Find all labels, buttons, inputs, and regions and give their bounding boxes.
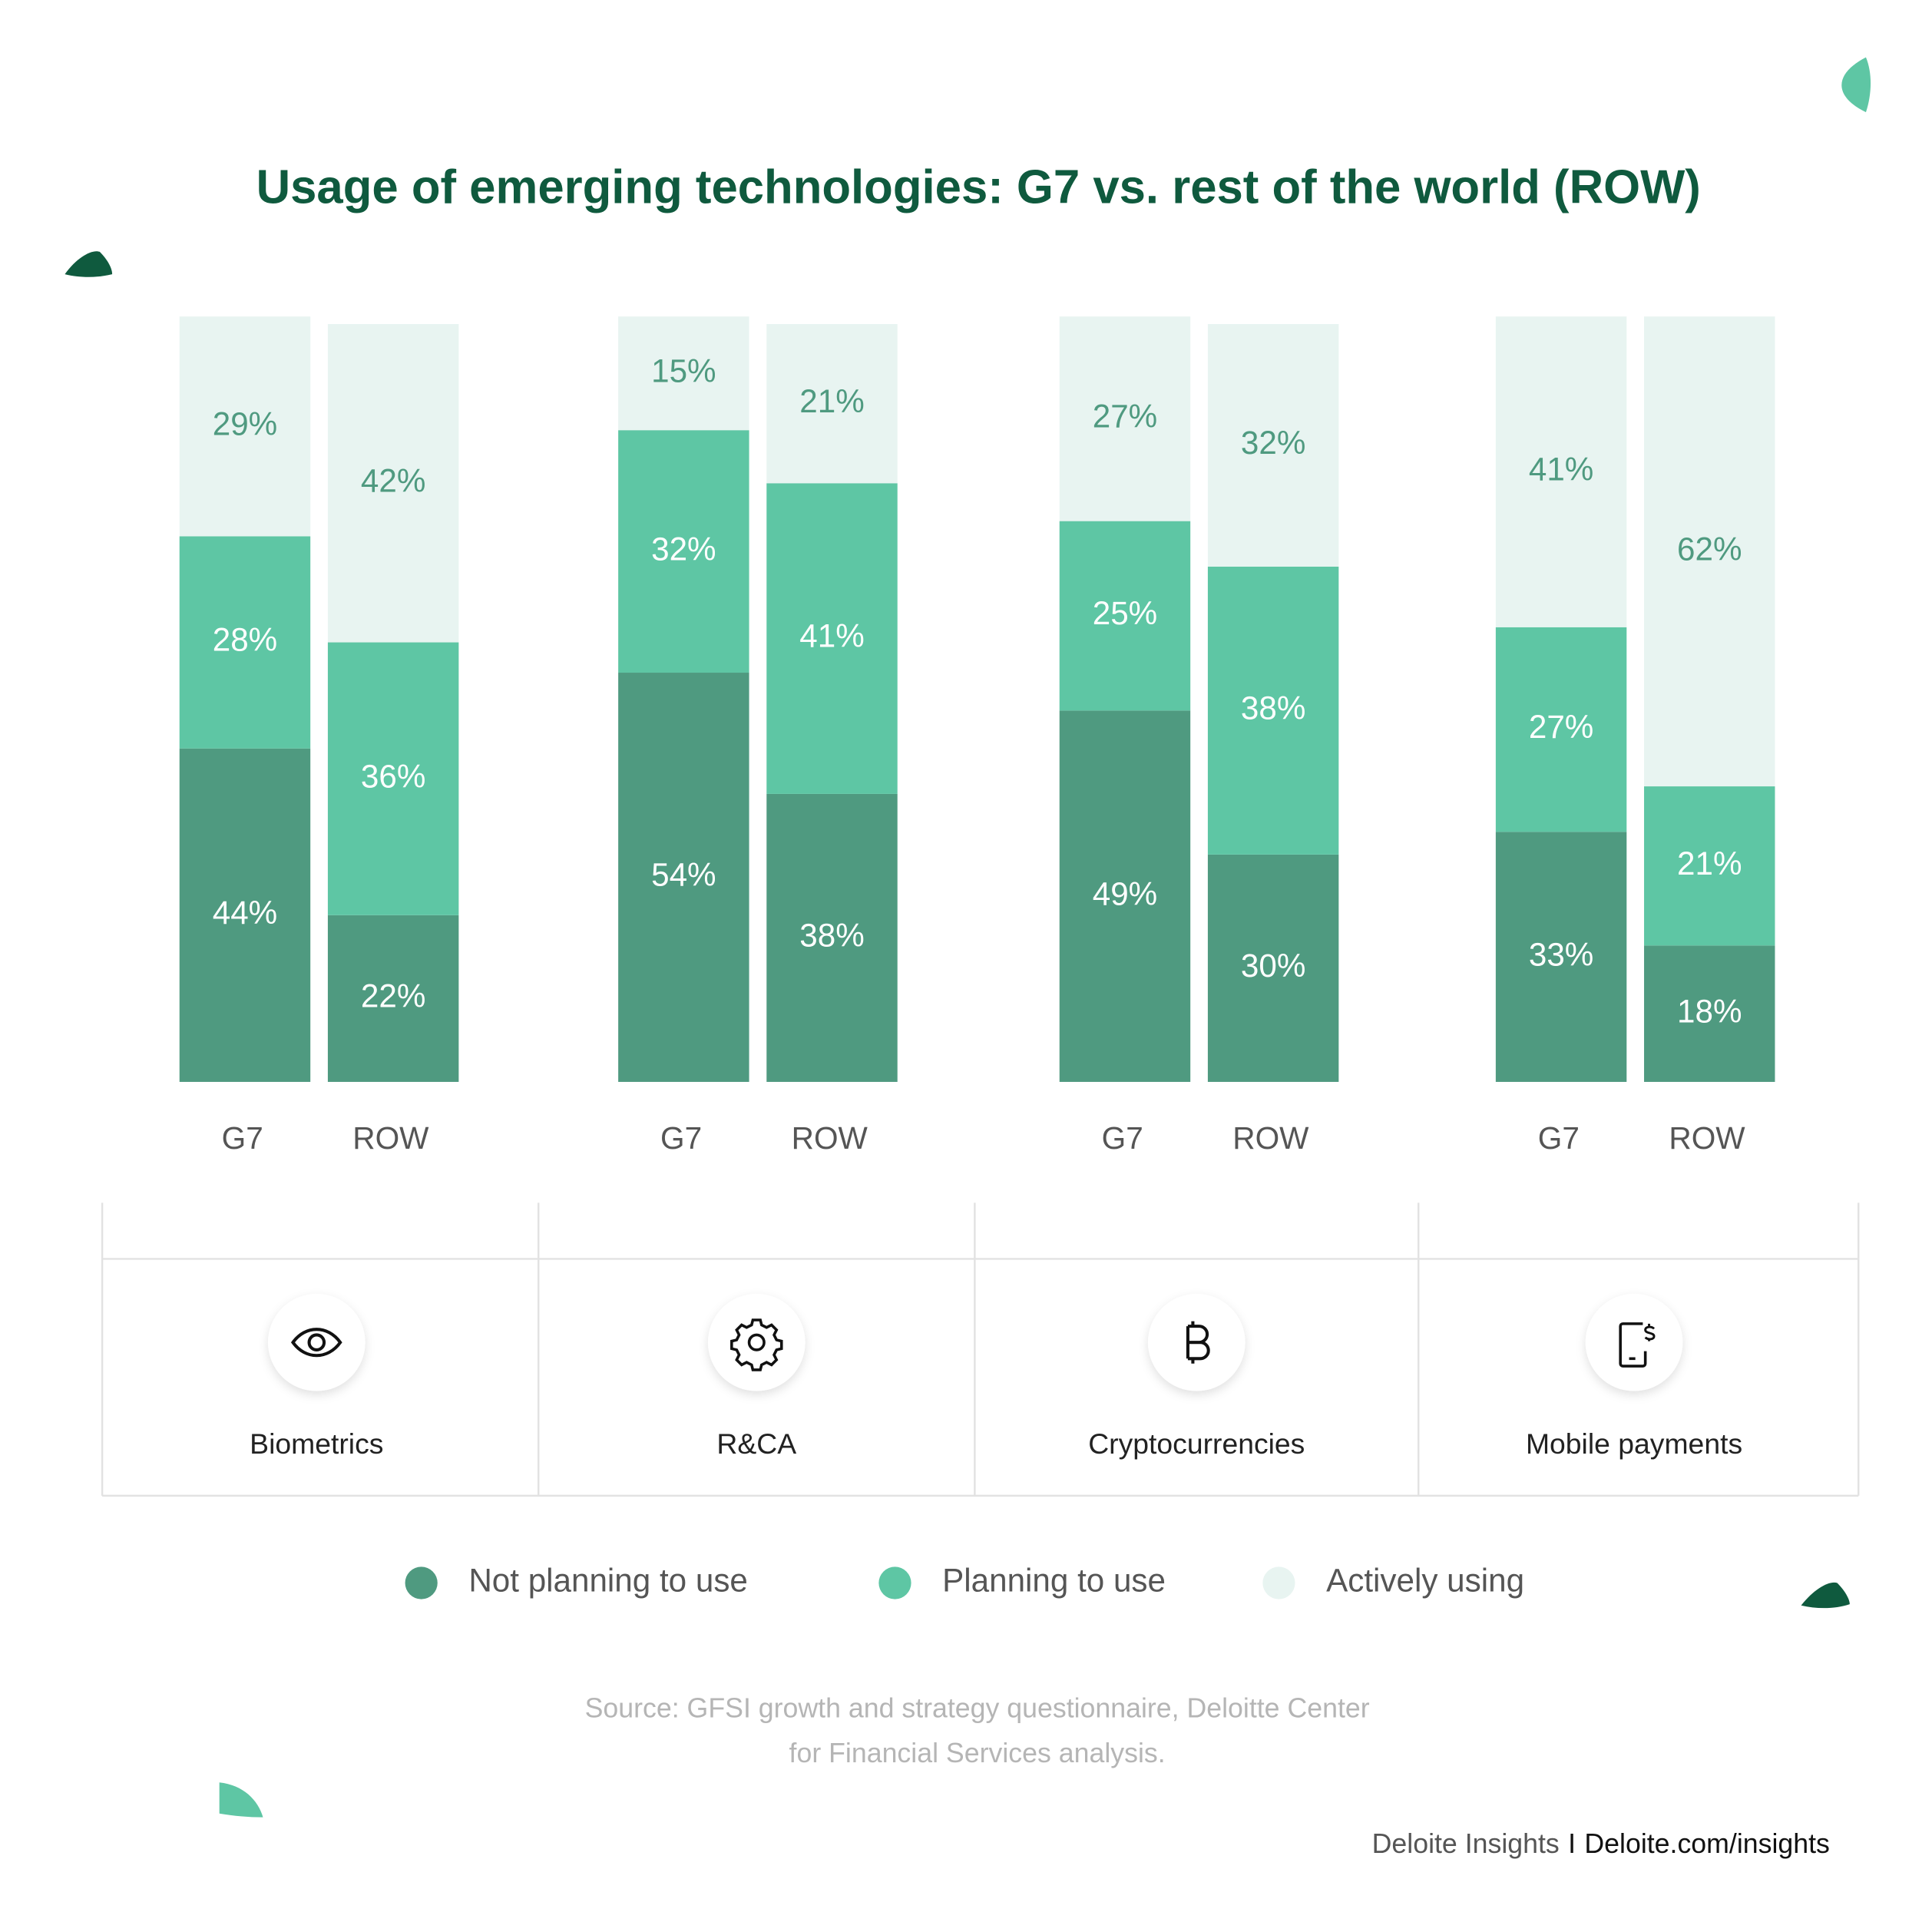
bar-segment: [766, 483, 898, 794]
legend-marker: [1262, 1566, 1295, 1599]
bar-segment: [1644, 786, 1775, 946]
bar-segment: [1495, 627, 1627, 832]
value-label: 22%: [361, 978, 425, 1014]
value-label: 27%: [1093, 399, 1157, 435]
footer-left: Deloite Insights: [1372, 1828, 1560, 1859]
bar-segment: [618, 673, 749, 1082]
value-label: 25%: [1093, 595, 1157, 631]
bar-segment: [327, 915, 459, 1082]
value-label: 27%: [1529, 709, 1593, 745]
bar-segment: [618, 430, 749, 673]
bar-segment: [1207, 566, 1339, 855]
value-label: 42%: [361, 462, 425, 498]
value-label: 62%: [1677, 531, 1742, 567]
value-label: 33%: [1529, 936, 1593, 972]
x-tick-label: G7: [1102, 1120, 1143, 1156]
decoration: [65, 251, 113, 277]
source-note: Source: GFSI growth and strategy questio…: [585, 1692, 1370, 1723]
footer-right: Deloite.com/insights: [1584, 1828, 1829, 1859]
bar-segment: [1207, 324, 1339, 567]
bar-segment: [1059, 710, 1191, 1082]
legend-label: Actively using: [1326, 1563, 1524, 1599]
group-label: R&CA: [716, 1427, 796, 1460]
bar-segment: [766, 793, 898, 1082]
value-label: 30%: [1241, 948, 1305, 984]
decoration: [1801, 1582, 1850, 1609]
icon-mobile: [1619, 1322, 1656, 1368]
group-label: Cryptocurrencies: [1088, 1427, 1305, 1460]
x-tick-label: ROW: [1232, 1120, 1309, 1156]
x-tick-label: ROW: [352, 1120, 429, 1156]
bar-segment: [1059, 316, 1191, 521]
bar-segment: [179, 748, 311, 1082]
footer-separator: I: [1568, 1828, 1576, 1859]
x-tick-label: G7: [660, 1120, 702, 1156]
icon-bitcoin: [1186, 1321, 1210, 1364]
bar-segment: [1207, 854, 1339, 1082]
bar-segment: [327, 642, 459, 915]
source-note: for Financial Services analysis.: [789, 1738, 1166, 1768]
group-label: Biometrics: [250, 1427, 383, 1460]
bar-segment: [1059, 521, 1191, 711]
legend-label: Not planning to use: [468, 1563, 748, 1599]
bar-segment: [179, 316, 311, 537]
icon-eye: [290, 1328, 342, 1358]
value-label: 18%: [1677, 993, 1742, 1029]
x-tick-label: G7: [1538, 1120, 1580, 1156]
bar-segment: [766, 324, 898, 484]
x-tick-label: ROW: [1669, 1120, 1745, 1156]
value-label: 49%: [1093, 875, 1157, 911]
legend-marker: [405, 1566, 438, 1599]
footer: Deloite Insights I Deloite.com/insights: [1372, 1828, 1830, 1859]
bar-segment: [1495, 832, 1627, 1082]
bar-segment: [327, 324, 459, 643]
icon-circles: [267, 1293, 1683, 1391]
group-label: Mobile payments: [1526, 1427, 1742, 1460]
value-label: 38%: [799, 918, 864, 954]
value-label: 15%: [651, 352, 716, 389]
value-label: 21%: [1677, 845, 1742, 882]
bar-segment: [1644, 316, 1775, 787]
value-label: 21%: [799, 383, 864, 419]
bar-segment: [618, 316, 749, 431]
value-label: 38%: [1241, 690, 1305, 726]
x-tick-label: G7: [222, 1120, 263, 1156]
bar-segment: [1495, 316, 1627, 627]
legend-marker: [878, 1566, 911, 1599]
value-label: 41%: [1529, 452, 1593, 488]
value-label: 44%: [213, 895, 277, 931]
value-label: 54%: [651, 857, 716, 893]
bar-segment: [1644, 945, 1775, 1082]
table-frame: [101, 1202, 1860, 1497]
x-tick-label: ROW: [792, 1120, 868, 1156]
value-label: 32%: [1241, 425, 1305, 461]
decoration: [1841, 57, 1871, 113]
legend-label: Planning to use: [942, 1563, 1166, 1599]
value-label: 29%: [213, 405, 277, 442]
value-label: 41%: [799, 618, 864, 654]
value-label: 32%: [651, 531, 716, 567]
value-label: 36%: [361, 758, 425, 794]
icon-gear: [730, 1318, 783, 1371]
value-label: 28%: [213, 622, 277, 658]
chart-title: Usage of emerging technologies: G7 vs. r…: [256, 161, 1701, 214]
decoration: [219, 1782, 263, 1818]
bar-segment: [179, 536, 311, 749]
